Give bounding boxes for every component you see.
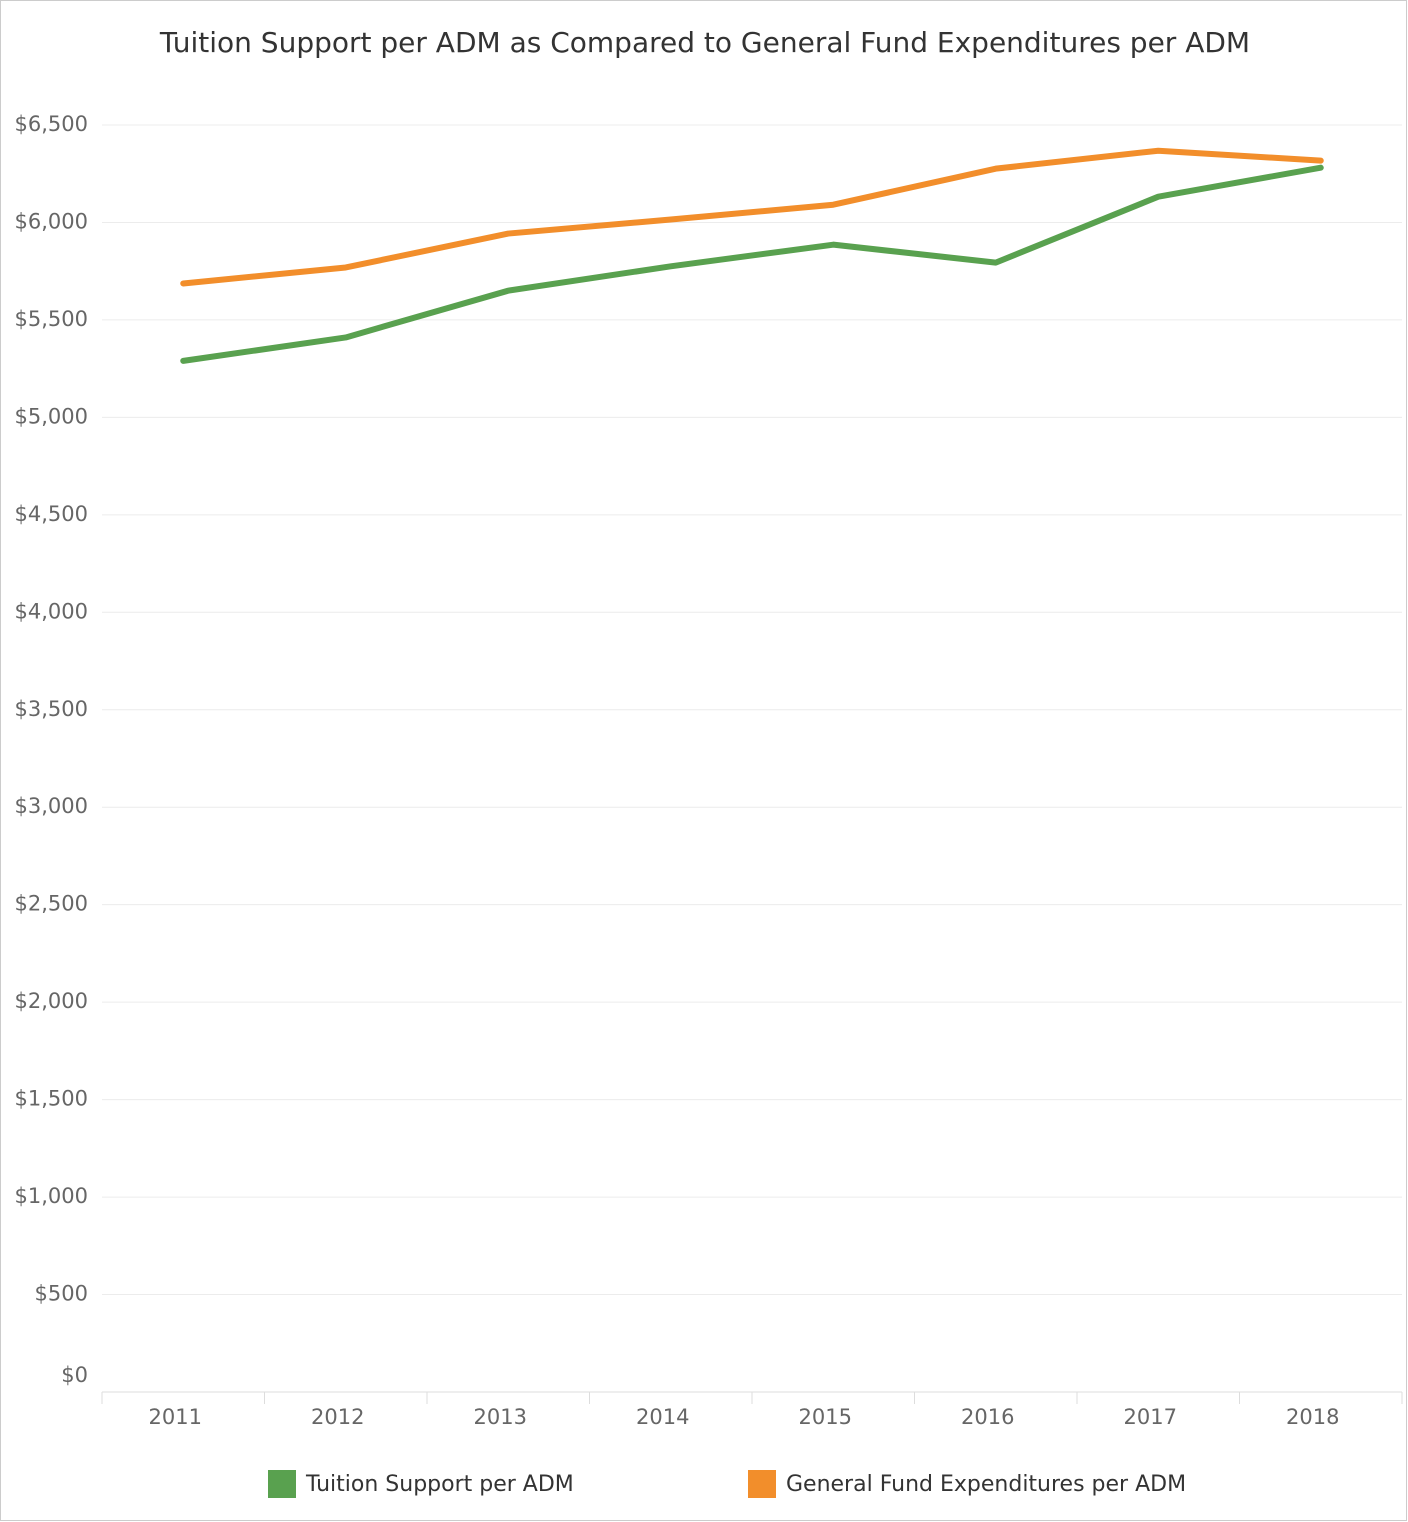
y-tick-label: $6,000 [15,209,88,233]
x-tick-label: 2014 [636,1405,689,1429]
chart-title: Tuition Support per ADM as Compared to G… [159,26,1250,59]
y-tick-label: $1,500 [15,1087,88,1111]
x-tick-label: 2016 [961,1405,1014,1429]
legend-swatch [268,1470,296,1498]
series-line [180,147,1324,287]
x-tick-label: 2013 [474,1405,527,1429]
y-tick-label: $5,000 [15,404,88,428]
y-tick-label: $500 [35,1282,88,1306]
legend-label: General Fund Expenditures per ADM [786,1472,1186,1497]
x-tick-label: 2017 [1124,1405,1177,1429]
y-tick-label: $3,500 [15,697,88,721]
y-tick-label: $2,500 [15,892,88,916]
y-tick-label: $5,500 [15,307,88,331]
y-tick-label: $4,500 [15,502,88,526]
legend-label: Tuition Support per ADM [305,1472,574,1497]
legend-swatch [748,1470,776,1498]
series-line [180,164,1324,364]
x-tick-label: 2012 [311,1405,364,1429]
x-tick-label: 2015 [799,1405,852,1429]
y-tick-label: $4,000 [15,599,88,623]
x-tick-label: 2011 [149,1405,202,1429]
y-tick-label: $6,500 [15,112,88,136]
y-tick-label: $3,000 [15,794,88,818]
x-tick-label: 2018 [1286,1405,1339,1429]
y-tick-label: $0 [61,1363,88,1387]
y-tick-label: $2,000 [15,989,88,1013]
y-tick-label: $1,000 [15,1184,88,1208]
